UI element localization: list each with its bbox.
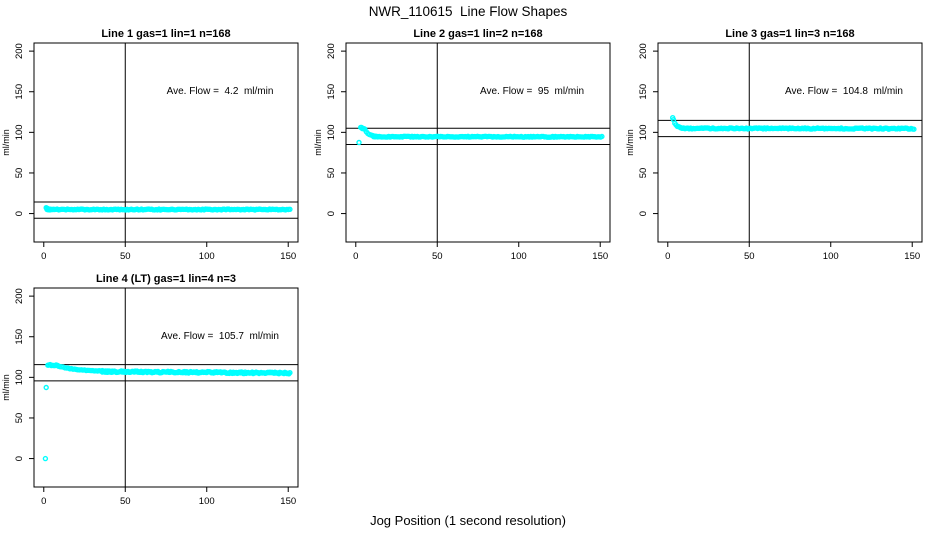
y-tick-label: 100 [326, 124, 337, 140]
subplot-line4-ave-flow-label: Ave. Flow = 105.7 ml/min [161, 331, 279, 342]
y-tick-label: 100 [638, 124, 649, 140]
subplot-line4: 0 50 100 150 0 50 100 150 200 ml/min Line 4 (LT) … [0, 270, 312, 515]
x-tick-label: 0 [353, 251, 358, 262]
plot-box [33, 287, 299, 488]
x-tick-label: 50 [432, 251, 443, 262]
plot-box [657, 42, 923, 243]
subplot-line2-ave-flow-label: Ave. Flow = 95 ml/min [479, 86, 585, 97]
y-tick-label: 200 [14, 288, 25, 304]
x-tick-label: 150 [904, 251, 920, 262]
y-tick-label: 0 [326, 211, 337, 216]
x-tick-label: 150 [592, 251, 608, 262]
subplot-line1-title: Line 1 gas=1 lin=1 n=168 [101, 28, 231, 40]
y-tick-label: 200 [14, 43, 25, 59]
subplot-line4-title: Line 4 (LT) gas=1 lin=4 n=3 [95, 273, 237, 285]
plot-box [33, 42, 299, 243]
flow-data-point [356, 139, 362, 146]
flow-data-point [287, 206, 293, 213]
y-tick-label: 0 [14, 456, 25, 461]
y-axis-label: ml/min [313, 129, 323, 156]
flow-data-point [911, 126, 917, 132]
y-tick-label: 200 [326, 43, 337, 59]
subplot-line4-canvas: 0 50 100 150 0 50 100 150 200 ml/min [1, 287, 299, 507]
y-axis-label: ml/min [1, 374, 11, 401]
y-tick-label: 150 [326, 84, 337, 100]
x-tick-label: 100 [199, 251, 215, 262]
subplot-line3-title: Line 3 gas=1 lin=3 n=168 [725, 28, 855, 40]
y-tick-label: 150 [14, 84, 25, 100]
x-axis-label: Jog Position (1 second resolution) [370, 513, 566, 528]
x-tick-label: 100 [199, 496, 215, 507]
x-tick-label: 50 [120, 251, 131, 262]
y-tick-label: 150 [638, 84, 649, 100]
x-tick-label: 0 [41, 496, 46, 507]
subplot-line3-ave-flow-label: Ave. Flow = 104.8 ml/min [785, 86, 903, 97]
y-tick-label: 100 [14, 124, 25, 140]
subplot-line3-canvas: 0 50 100 150 0 50 100 150 200 ml/min [625, 42, 923, 262]
x-tick-label: 150 [280, 251, 296, 262]
subplot-line1-canvas: 0 50 100 150 0 50 100 150 200 ml/min [1, 42, 299, 262]
page-title: NWR_110615 Line Flow Shapes [368, 4, 568, 19]
subplot-line1-ave-flow-label: Ave. Flow = 4.2 ml/min [166, 86, 274, 97]
y-tick-label: 0 [14, 211, 25, 216]
x-tick-label: 0 [665, 251, 670, 262]
y-tick-label: 200 [638, 43, 649, 59]
subplot-line2-title: Line 2 gas=1 lin=2 n=168 [413, 28, 543, 40]
y-tick-label: 50 [14, 413, 25, 424]
flow-data-point [43, 384, 49, 391]
y-tick-label: 50 [638, 168, 649, 179]
subplot-line2-canvas: 0 50 100 150 0 50 100 150 200 ml/min [313, 42, 611, 262]
x-tick-label: 0 [41, 251, 46, 262]
subplot-line1: 0 50 100 150 0 50 100 150 200 ml/min Line 1 gas=1… [0, 25, 312, 270]
y-tick-label: 50 [14, 168, 25, 179]
subplot-line2: 0 50 100 150 0 50 100 150 200 ml/min Line 2 gas=1… [312, 25, 624, 270]
x-tick-label: 150 [280, 496, 296, 507]
x-tick-label: 50 [120, 496, 131, 507]
flow-data-point [599, 133, 605, 140]
y-axis-label: ml/min [1, 129, 11, 156]
y-axis-label: ml/min [625, 129, 635, 156]
flow-data-point [287, 369, 293, 376]
x-tick-label: 100 [511, 251, 527, 262]
x-tick-label: 50 [744, 251, 755, 262]
plot-box [345, 42, 611, 243]
x-tick-label: 100 [823, 251, 839, 262]
subplot-line3: 0 50 100 150 0 50 100 150 200 ml/min Line 3 gas=1… [624, 25, 936, 270]
y-tick-label: 100 [14, 369, 25, 385]
flow-data-point [42, 455, 49, 462]
y-tick-label: 150 [14, 329, 25, 345]
y-tick-label: 0 [638, 211, 649, 216]
y-tick-label: 50 [326, 168, 337, 179]
